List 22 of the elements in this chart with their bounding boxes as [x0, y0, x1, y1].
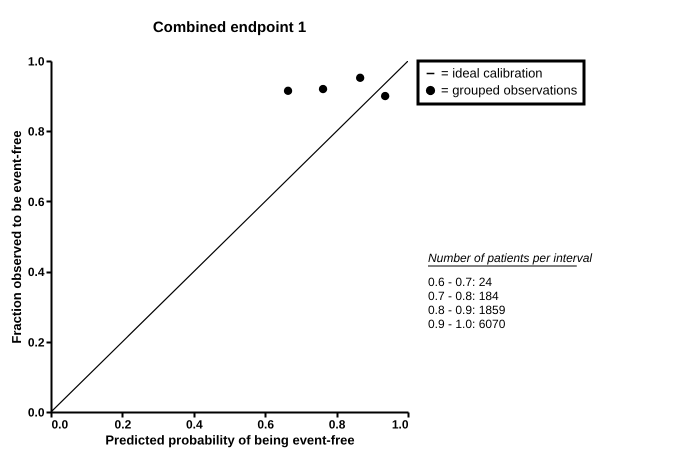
- x-tick-label: 0.8: [328, 418, 346, 432]
- y-tick-label: 1.0: [28, 54, 45, 68]
- y-tick-label: 0.2: [28, 335, 45, 350]
- x-tick-label: 0.2: [114, 418, 132, 432]
- y-tick-label: 0.0: [28, 406, 45, 420]
- y-tick-label: 0.4: [28, 265, 45, 280]
- x-axis-title: Predicted probability of being event-free: [105, 432, 355, 448]
- chart-title: Combined endpoint 1: [152, 19, 306, 36]
- x-tick-label: 0.0: [52, 418, 69, 432]
- text: 0.8 - 0.9: 1859: [428, 303, 506, 317]
- x-tick-label: 1.0: [392, 418, 409, 432]
- text: 0.7 - 0.8: 184: [428, 289, 500, 303]
- legend-label: = grouped observations: [441, 82, 578, 98]
- text: 0.6 - 0.7: 24: [428, 275, 492, 289]
- text: 0.9 - 1.0: 6070: [428, 317, 506, 331]
- y-tick-label: 0.6: [28, 194, 45, 209]
- y-axis-title: Fraction observed to be event-free: [8, 130, 24, 344]
- text: Number of patients per interval: [428, 251, 592, 265]
- y-tick-label: 0.8: [28, 124, 45, 139]
- legend-label: = ideal calibration: [441, 66, 543, 80]
- x-tick-label: 0.4: [186, 418, 203, 432]
- x-tick-label: 0.6: [257, 418, 274, 432]
